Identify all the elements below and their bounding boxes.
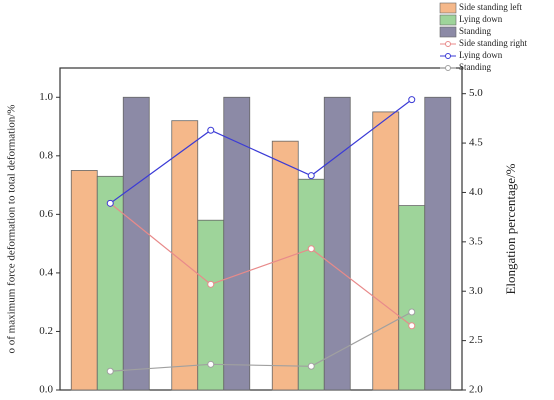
y-tick-label: 0.8 bbox=[39, 149, 53, 161]
y-axis-label: o of maximum force deformation to total … bbox=[6, 105, 18, 354]
point bbox=[106, 367, 114, 375]
point bbox=[408, 308, 416, 316]
legend-label: Standing bbox=[459, 26, 492, 36]
point bbox=[408, 96, 416, 104]
legend-marker bbox=[445, 65, 451, 71]
point bbox=[207, 280, 215, 288]
legend-marker bbox=[445, 41, 451, 47]
bar bbox=[398, 205, 426, 391]
y2-tick-label: 4.0 bbox=[469, 186, 483, 198]
bar bbox=[372, 111, 400, 391]
bar bbox=[223, 96, 251, 391]
y2-tick-label: 2.0 bbox=[469, 384, 483, 396]
legend-marker bbox=[445, 53, 451, 59]
bar bbox=[70, 170, 98, 391]
bar bbox=[96, 175, 124, 391]
legend-swatch bbox=[439, 14, 457, 26]
point bbox=[106, 199, 114, 207]
point bbox=[408, 322, 416, 330]
point bbox=[207, 360, 215, 368]
line bbox=[109, 99, 413, 204]
point bbox=[307, 172, 315, 180]
line bbox=[110, 311, 413, 372]
line bbox=[109, 202, 413, 327]
y2-axis-label: Elongation percentage/% bbox=[503, 163, 518, 294]
y-tick-label: 0.6 bbox=[39, 208, 53, 220]
y-tick-label: 0.2 bbox=[39, 325, 53, 337]
legend-label: Lying down bbox=[459, 14, 503, 24]
y2-tick-label: 3.0 bbox=[469, 285, 483, 297]
y-tick-label: 1.0 bbox=[39, 91, 53, 103]
y2-tick-label: 4.5 bbox=[469, 137, 483, 149]
y2-tick-label: 3.5 bbox=[469, 235, 483, 247]
bar bbox=[297, 178, 325, 391]
legend-swatch bbox=[439, 2, 457, 14]
y2-tick-label: 2.5 bbox=[469, 334, 483, 346]
legend-label: Side standing left bbox=[459, 2, 522, 12]
y2-tick-label: 5.0 bbox=[469, 87, 483, 99]
legend-swatch bbox=[439, 26, 457, 38]
bar bbox=[424, 96, 452, 391]
point bbox=[307, 362, 315, 370]
legend: Side standing left Lying down Standing Side… bbox=[439, 2, 527, 72]
legend-label: Standing bbox=[459, 62, 492, 72]
plot-frame bbox=[59, 67, 463, 391]
legend-label: Lying down bbox=[459, 50, 503, 60]
point bbox=[207, 126, 215, 134]
legend-label: Side standing right bbox=[459, 38, 527, 48]
y-tick-label: 0.0 bbox=[39, 384, 53, 396]
bar bbox=[171, 120, 199, 391]
y-tick-label: 0.4 bbox=[39, 266, 53, 278]
bar bbox=[271, 140, 299, 391]
point bbox=[307, 245, 315, 253]
bar bbox=[323, 96, 351, 391]
bar bbox=[122, 96, 150, 391]
